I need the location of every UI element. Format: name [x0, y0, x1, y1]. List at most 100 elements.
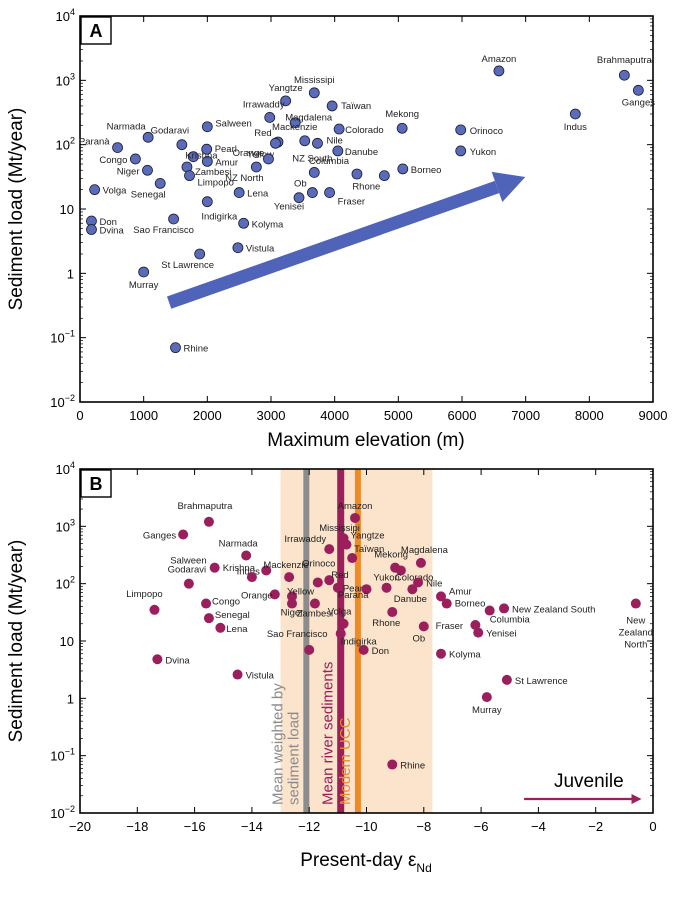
- data-point-yukon: [381, 582, 392, 593]
- point-label: St Lawrence: [161, 260, 214, 271]
- y-tick-label: 10−1: [50, 747, 75, 764]
- data-point-salween: [201, 121, 213, 133]
- data-point-rhine: [170, 342, 181, 354]
- x-tick-label: 2000: [193, 408, 222, 423]
- point-label: Ganges: [622, 97, 656, 108]
- point-label: Vistula: [246, 671, 275, 682]
- data-point-ganges: [178, 529, 189, 540]
- point-label: Salween: [170, 556, 206, 567]
- trend-arrow-head: [491, 171, 526, 203]
- point-label: Taïwan: [354, 544, 384, 555]
- data-point-narmada: [142, 131, 154, 143]
- data-point-paran-: [361, 584, 372, 595]
- data-point-st-lawrence: [194, 248, 206, 260]
- x-axis-title-main: Present-day ε: [300, 850, 417, 871]
- data-point-columbia: [484, 605, 495, 616]
- point-label: Orange: [241, 590, 273, 601]
- data-point-niger: [142, 164, 153, 176]
- point-label: Congo: [99, 155, 127, 166]
- point-label: St Lawrence: [515, 676, 568, 687]
- data-point-narmada: [241, 550, 252, 561]
- x-tick-label: −8: [416, 819, 431, 834]
- data-point-salween: [209, 562, 220, 573]
- data-point-godaravi: [183, 578, 194, 589]
- point-label: Borneo: [455, 599, 486, 610]
- data-point-godaravi: [176, 139, 188, 151]
- x-tick-label: −2: [588, 819, 603, 834]
- data-point-niger: [287, 598, 298, 609]
- data-point-yangtze: [341, 539, 352, 550]
- data-point-limpopo: [149, 604, 160, 615]
- point-label: Indigirka: [341, 637, 378, 648]
- point-label: Godaravi: [168, 565, 207, 576]
- data-point-magdalena: [289, 117, 301, 129]
- point-label: Lena: [247, 189, 269, 200]
- point-label: Zambesi: [297, 609, 333, 620]
- point-label: Ganges: [143, 531, 177, 542]
- juvenile-arrow-head: [631, 794, 642, 804]
- point-label: Ob: [294, 179, 307, 190]
- data-point-rhone: [387, 607, 398, 618]
- point-label: Mekong: [374, 550, 408, 561]
- point-label: Colorado: [395, 572, 434, 583]
- y-tick-label: 103: [56, 517, 75, 534]
- data-point-orange: [269, 589, 280, 600]
- x-tick-label: 9000: [639, 408, 668, 423]
- point-label: Sao Francisco: [133, 225, 194, 236]
- data-point-pearl: [201, 143, 213, 155]
- data-point-fraser: [324, 187, 335, 198]
- plot-frame: [79, 15, 654, 403]
- data-point-new-zealand-south: [499, 603, 510, 614]
- data-point-don: [358, 644, 369, 655]
- point-label: Limpopo: [126, 589, 162, 600]
- data-point-yenisei: [473, 627, 484, 638]
- data-point-ta-wan: [347, 553, 358, 564]
- data-point-mississipi: [308, 87, 320, 99]
- x-tick-label: 6000: [448, 408, 477, 423]
- data-point-yangtze: [280, 95, 292, 107]
- data-point-colorado: [333, 123, 345, 135]
- point-label: Rhone: [372, 618, 400, 629]
- point-label: Dvina: [165, 655, 190, 666]
- x-tick-label: 8000: [575, 408, 604, 423]
- data-point-nz-north: [250, 161, 262, 173]
- point-label: Pearl: [343, 584, 365, 595]
- panel-label: B: [90, 474, 103, 494]
- point-label: Danube: [394, 594, 427, 605]
- point-label: Fraser: [436, 621, 463, 632]
- point-label: NZ South: [292, 153, 332, 164]
- data-point-ob: [306, 187, 318, 198]
- x-tick-label: −4: [531, 819, 546, 834]
- data-point-senegal: [154, 177, 166, 189]
- point-label: Amur: [449, 586, 472, 597]
- x-tick-label: 3000: [257, 408, 286, 423]
- data-point-yukon: [455, 145, 467, 157]
- data-point-amur: [435, 591, 446, 602]
- data-point-congo: [129, 153, 141, 165]
- point-label: Murray: [472, 705, 502, 716]
- point-label: Limpopo: [198, 178, 234, 189]
- data-point-indigirka: [201, 196, 213, 208]
- point-label: Yellow: [247, 149, 274, 160]
- point-label: Senegal: [131, 189, 166, 200]
- point-label: Narmada: [219, 538, 259, 549]
- point-label: Mississipi: [294, 75, 335, 86]
- x-tick-label: 1000: [129, 408, 158, 423]
- point-label: Zambesi: [195, 167, 231, 178]
- point-label: Godaravi: [151, 126, 190, 137]
- point-label: Indigirka: [201, 212, 238, 223]
- point-label: Mekong: [385, 109, 419, 120]
- data-point-columbia: [351, 168, 363, 180]
- point-label: Amur: [215, 157, 238, 168]
- point-label: Don: [99, 217, 116, 228]
- y-tick-label: 10: [60, 202, 74, 217]
- point-label: Rhine: [184, 344, 209, 355]
- x-tick-label: −16: [184, 819, 206, 834]
- point-label: Indus: [564, 122, 587, 133]
- point-label: Rhone: [352, 182, 380, 193]
- x-tick-label: −14: [241, 819, 263, 834]
- point-label: Don: [372, 646, 389, 657]
- point-label: Mackenzie: [272, 122, 317, 133]
